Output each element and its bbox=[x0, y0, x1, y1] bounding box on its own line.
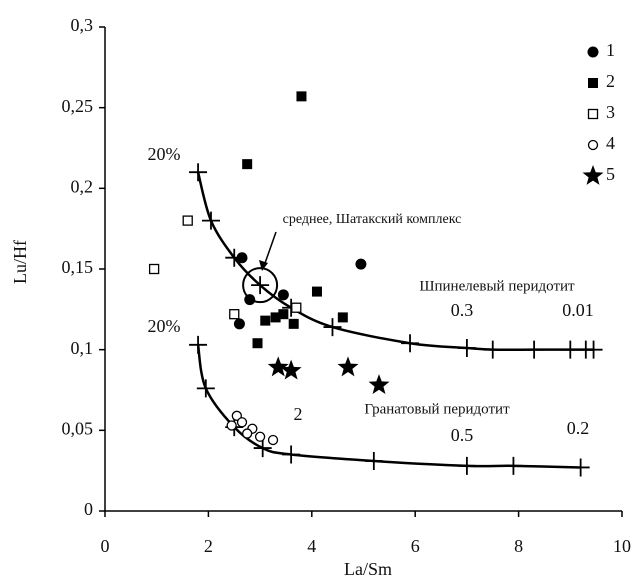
curve-cross bbox=[457, 339, 476, 358]
curve-cross bbox=[584, 340, 603, 359]
curve-cross bbox=[201, 211, 220, 230]
annotation: 2 bbox=[294, 404, 303, 424]
y-tick-label: 0,25 bbox=[62, 96, 94, 116]
annotation: 0.5 bbox=[451, 425, 474, 445]
arrow bbox=[263, 231, 277, 267]
marker bbox=[288, 318, 299, 329]
marker bbox=[270, 312, 281, 323]
marker bbox=[587, 139, 599, 151]
annotation: Шпинелевый перидотит bbox=[419, 278, 575, 294]
y-tick-label: 0 bbox=[84, 499, 93, 519]
legend-label: 2 bbox=[606, 71, 615, 91]
curve-cross bbox=[504, 456, 523, 475]
marker bbox=[236, 252, 248, 264]
y-axis-title: Lu/Hf bbox=[10, 240, 30, 284]
x-tick-label: 6 bbox=[411, 536, 420, 556]
marker bbox=[368, 374, 390, 395]
x-axis-title: La/Sm bbox=[344, 559, 392, 579]
legend-label: 4 bbox=[606, 133, 615, 153]
marker bbox=[182, 215, 193, 226]
y-tick-label: 0,05 bbox=[62, 418, 94, 438]
curve-cross bbox=[401, 334, 420, 353]
marker bbox=[311, 286, 322, 297]
annotation: среднее, Шатакский комплекс bbox=[283, 212, 462, 227]
marker bbox=[229, 309, 240, 320]
curve-cross bbox=[282, 445, 301, 464]
marker bbox=[236, 417, 248, 428]
legend-label: 3 bbox=[606, 102, 615, 122]
y-tick-label: 0,3 bbox=[71, 15, 94, 35]
model-curve bbox=[196, 344, 581, 469]
curve-cross bbox=[561, 340, 580, 359]
annotation: Гранатовый перидотит bbox=[364, 401, 510, 417]
arrow-head bbox=[259, 260, 268, 271]
marker bbox=[242, 428, 253, 439]
mean-circle bbox=[242, 267, 279, 304]
curve-cross bbox=[323, 318, 342, 337]
x-tick-label: 10 bbox=[613, 536, 631, 556]
curve-cross bbox=[483, 340, 502, 359]
marker bbox=[267, 434, 279, 446]
curve-cross bbox=[196, 379, 215, 398]
y-tick-label: 0,15 bbox=[62, 257, 94, 277]
curve-cross bbox=[364, 451, 383, 470]
marker bbox=[582, 165, 604, 185]
curve-cross bbox=[253, 439, 272, 458]
x-tick-label: 4 bbox=[307, 536, 316, 556]
marker bbox=[148, 263, 160, 275]
annotation: 0.2 bbox=[567, 418, 590, 438]
curve-cross bbox=[457, 456, 476, 475]
marker bbox=[277, 289, 289, 301]
curve-cross bbox=[251, 276, 270, 295]
marker bbox=[267, 356, 289, 377]
marker bbox=[355, 258, 367, 270]
marker bbox=[278, 309, 289, 320]
marker bbox=[587, 46, 599, 58]
model-curve bbox=[196, 171, 594, 352]
y-tick-label: 0,1 bbox=[71, 338, 94, 358]
marker bbox=[242, 159, 253, 170]
marker bbox=[337, 312, 348, 323]
curve-cross bbox=[571, 458, 590, 477]
marker bbox=[588, 78, 598, 88]
legend-label: 1 bbox=[606, 40, 615, 60]
marker bbox=[587, 108, 599, 120]
marker bbox=[254, 431, 266, 442]
marker bbox=[252, 338, 263, 349]
marker bbox=[291, 302, 302, 313]
curve-cross bbox=[189, 163, 208, 182]
marker bbox=[260, 315, 271, 326]
marker bbox=[280, 359, 302, 380]
annotation: 20% bbox=[148, 144, 181, 164]
annotation: 20% bbox=[148, 316, 181, 336]
y-tick-label: 0,2 bbox=[71, 176, 94, 196]
curve-cross bbox=[189, 335, 208, 354]
legend-label: 5 bbox=[606, 164, 615, 184]
x-tick-label: 0 bbox=[101, 536, 110, 556]
x-tick-label: 8 bbox=[514, 536, 523, 556]
curve-cross bbox=[525, 340, 544, 359]
annotation: 0.3 bbox=[451, 300, 474, 320]
annotation: 0.01 bbox=[562, 300, 594, 320]
marker bbox=[337, 356, 359, 377]
marker bbox=[226, 420, 237, 431]
marker bbox=[233, 318, 245, 330]
marker bbox=[296, 91, 307, 102]
x-tick-label: 2 bbox=[204, 536, 213, 556]
